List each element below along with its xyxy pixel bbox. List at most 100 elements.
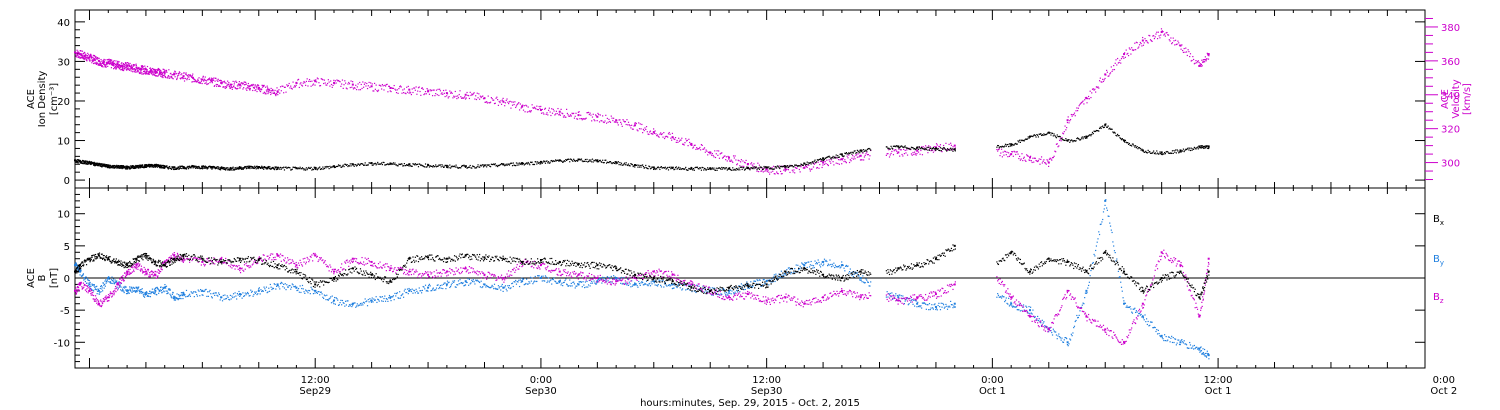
velocity-trace-61-15 (853, 156, 855, 158)
velocity-trace-9-21 (121, 68, 124, 70)
density-trace-26-18 (237, 168, 239, 170)
by-trace-24-9 (416, 290, 418, 292)
by-trace-15-20 (255, 291, 257, 293)
density-trace-74-0 (1086, 137, 1088, 139)
density-trace-55-2 (730, 169, 732, 171)
velocity-trace-43-6 (508, 102, 510, 105)
velocity-trace-41-4 (468, 97, 471, 100)
velocity-trace-29-17 (265, 93, 267, 95)
density-trace-2-18 (88, 162, 90, 164)
density-trace-16-12 (152, 166, 155, 168)
velocity-trace-44-18 (536, 105, 538, 107)
velocity-trace-15-16 (149, 72, 151, 74)
density-trace-65-3 (919, 147, 921, 149)
velocity-trace-45-2 (542, 112, 544, 114)
velocity-trace-40-8 (453, 95, 455, 97)
by-trace-17-2 (279, 288, 281, 290)
velocity-trace-12-0 (131, 66, 134, 68)
velocity-trace-15-19 (149, 70, 151, 72)
velocity-trace-78-21 (1178, 42, 1180, 44)
density-trace-78-9 (1168, 152, 1170, 154)
velocity-trace-2-9 (86, 57, 88, 59)
by-trace-10-20 (172, 292, 174, 294)
density-trace-38-12 (418, 163, 420, 165)
velocity-trace-7-16 (111, 62, 113, 64)
density-trace-34-18 (348, 164, 350, 167)
velocity-trace-4-8 (95, 63, 97, 65)
velocity-trace-66-19 (950, 144, 953, 146)
density-trace-69-5 (996, 146, 998, 148)
velocity-trace-42-3 (486, 102, 489, 104)
by-trace-12-10 (191, 292, 193, 294)
density-trace-35-9 (359, 163, 362, 165)
density-trace-72-2 (1050, 134, 1052, 136)
velocity-trace-37-12 (399, 85, 402, 87)
velocity-trace-20-0 (174, 70, 176, 72)
density-trace-56-14 (758, 168, 761, 170)
density-trace-30-8 (271, 167, 273, 169)
velocity-trace-19-12 (169, 75, 171, 78)
density-trace-8-0 (112, 165, 115, 168)
velocity-trace-46-8 (566, 108, 568, 110)
velocity-trace-35-14 (363, 83, 365, 85)
velocity-trace-44-10 (529, 111, 532, 113)
velocity-trace-15-5 (146, 65, 149, 68)
by-point-57 (1028, 309, 1031, 312)
density-trace-75-18 (1119, 137, 1121, 139)
density-trace-53-13 (701, 166, 703, 169)
velocity-trace-54-7 (715, 153, 717, 155)
density-trace-38-22 (426, 166, 428, 168)
by-trace-12-19 (198, 290, 200, 292)
bottom-panel-series (74, 199, 1210, 360)
density-trace-52-5 (676, 168, 678, 170)
velocity-trace-31-21 (294, 85, 296, 87)
density-trace-39-14 (439, 164, 441, 166)
density-trace-52-2 (674, 168, 676, 170)
by-trace-12-2 (185, 296, 187, 298)
density-trace-54-19 (725, 167, 727, 169)
density-trace-73-1 (1068, 139, 1070, 141)
velocity-trace-5-10 (100, 64, 103, 66)
density-trace-71-14 (1040, 134, 1043, 137)
density-trace-61-6 (846, 153, 848, 155)
velocity-trace-79-16 (1193, 58, 1195, 61)
velocity-trace-39-3 (430, 90, 432, 92)
by-point-61 (1104, 199, 1107, 202)
velocity-trace-35-12 (362, 81, 364, 83)
density-trace-76-10 (1131, 143, 1134, 145)
velocity-trace-33-19 (330, 80, 332, 82)
density-trace-40-7 (452, 166, 454, 168)
density-trace-25-1 (221, 168, 223, 170)
velocity-trace-32-17 (309, 80, 311, 83)
by-trace-19-16 (327, 299, 329, 301)
by-trace-24-4 (412, 292, 414, 294)
top-panel-frame (74, 9, 1426, 189)
velocity-trace-31-6 (282, 85, 284, 87)
velocity-trace-80-1 (1199, 63, 1201, 65)
by-trace-21-11 (361, 302, 363, 304)
by-trace-21-21 (369, 298, 371, 300)
density-trace-52-15 (684, 168, 686, 170)
velocity-trace-56-0 (747, 163, 750, 165)
velocity-trace-51-16 (666, 135, 668, 138)
velocity-trace-61-21 (858, 156, 860, 158)
density-trace-56-19 (762, 168, 764, 170)
velocity-trace-69-6 (997, 150, 999, 152)
density-trace-41-18 (479, 164, 481, 166)
velocity-trace-14-17 (144, 72, 146, 74)
by-trace-10-16 (170, 296, 173, 298)
by-trace-25-22 (445, 288, 447, 290)
by-trace-8-4 (147, 293, 149, 295)
velocity-trace-43-9 (510, 107, 512, 109)
by-trace-25-3 (430, 290, 432, 292)
density-trace-46-22 (576, 160, 579, 162)
velocity-trace-39-2 (429, 89, 431, 91)
density-trace-72-23 (1066, 140, 1069, 142)
by-trace-21-0 (352, 302, 355, 305)
velocity-point-73 (1066, 119, 1069, 122)
velocity-trace-71-8 (1036, 160, 1038, 162)
density-trace-58-0 (785, 165, 787, 167)
velocity-trace-7-15 (111, 63, 113, 65)
velocity-trace-77-20 (1158, 35, 1160, 37)
density-trace-71-4 (1033, 134, 1035, 136)
